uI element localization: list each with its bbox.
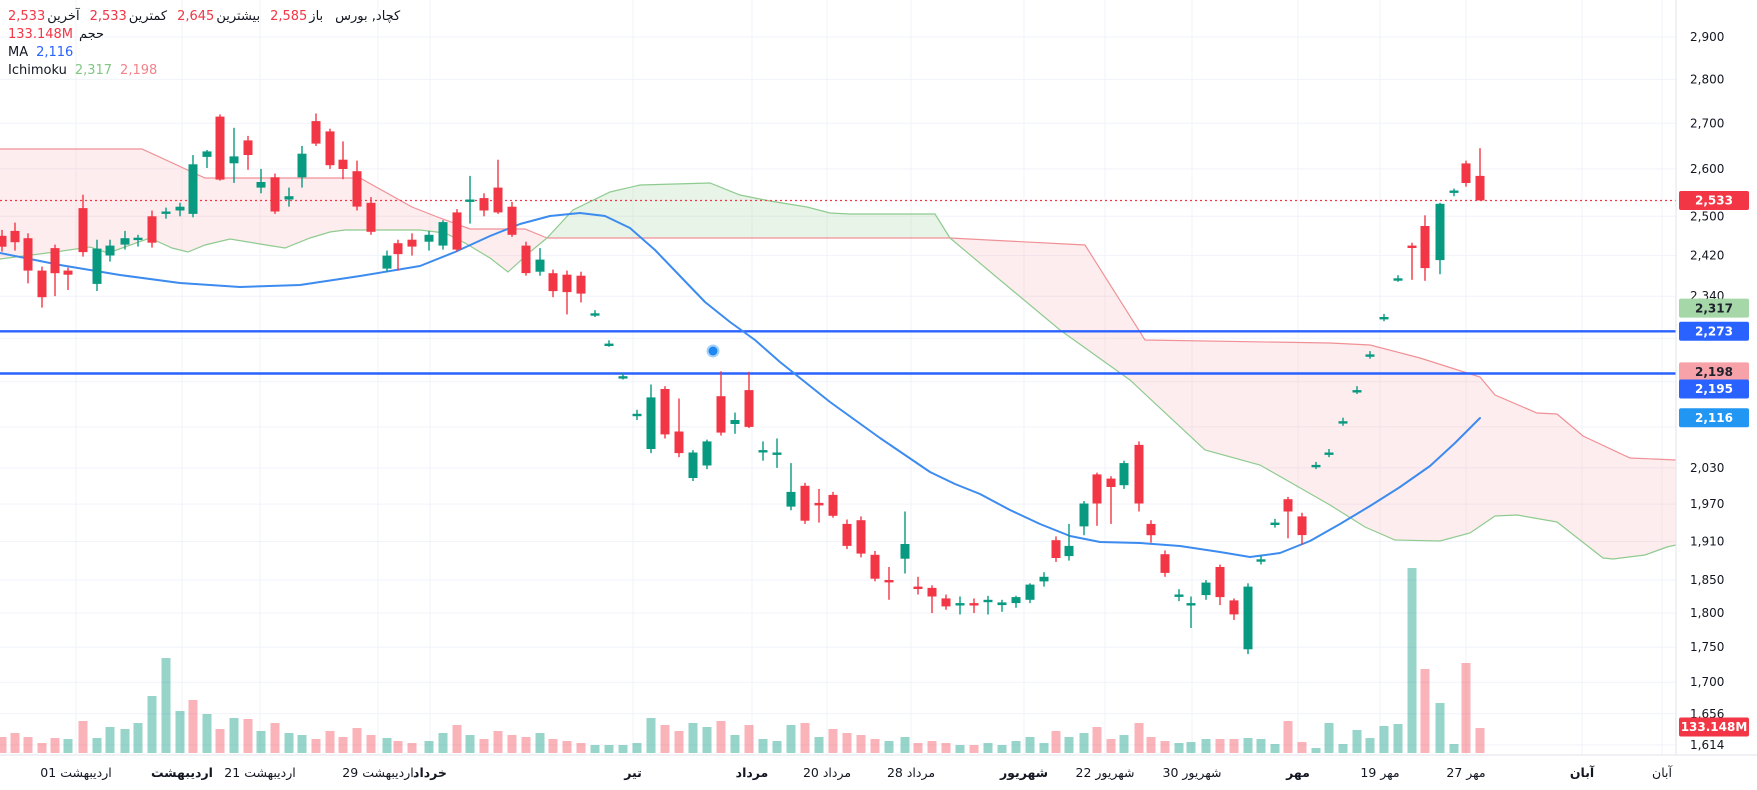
legend-row-volume: 133.148M حجم — [8, 26, 400, 44]
legend-row-ichimoku: Ichimoku 2,317 2,198 — [8, 62, 400, 80]
legend-value: 2,317 — [74, 63, 113, 78]
svg-text:2,198: 2,198 — [1695, 365, 1733, 379]
svg-text:21 اردیبهشت: 21 اردیبهشت — [224, 765, 295, 781]
svg-text:1,700: 1,700 — [1690, 675, 1724, 689]
svg-text:2,030: 2,030 — [1690, 461, 1724, 475]
svg-text:27 مهر: 27 مهر — [1446, 765, 1485, 781]
ichimoku-cloud — [0, 148, 1676, 560]
svg-text:2,600: 2,600 — [1690, 162, 1724, 176]
candlestick-series — [0, 113, 1485, 655]
svg-text:28 مرداد: 28 مرداد — [887, 765, 935, 781]
svg-text:22 شهریور: 22 شهریور — [1076, 765, 1135, 781]
legend-value: 2,645 — [177, 9, 215, 24]
legend-value: 2,533 — [8, 9, 46, 24]
legend-value: 2,585 — [270, 9, 308, 24]
svg-text:1,614: 1,614 — [1690, 738, 1724, 752]
svg-text:2,800: 2,800 — [1690, 72, 1724, 86]
svg-text:شهریور: شهریور — [999, 765, 1048, 780]
legend-value: 2,116 — [36, 45, 74, 60]
svg-text:2,700: 2,700 — [1690, 116, 1724, 130]
svg-text:مرداد: مرداد — [736, 765, 769, 780]
legend-value: 133.148M — [8, 27, 73, 42]
legend-value: کمترین — [128, 9, 168, 24]
price-label-badges: 2,533 2,317 2,273 2,198 2,195 2,116 133.148M — [1679, 190, 1749, 737]
ma-line — [0, 212, 1481, 558]
svg-text:2,420: 2,420 — [1690, 249, 1724, 263]
svg-text:01 اردیبهشت: 01 اردیبهشت — [40, 765, 111, 781]
svg-text:1,850: 1,850 — [1690, 573, 1724, 587]
svg-text:19 مهر: 19 مهر — [1360, 765, 1399, 781]
legend-value: حجم — [78, 27, 105, 42]
marker-dot[interactable] — [706, 344, 720, 358]
legend-value: آخرین — [47, 9, 80, 24]
svg-text:29 اردیبهشت: 29 اردیبهشت — [342, 765, 413, 781]
svg-text:1,800: 1,800 — [1690, 606, 1724, 620]
legend-value: 2,533 — [89, 9, 127, 24]
legend: 2,533 آخرین 2,533 کمترین 2,645 بیشترین 2,585 با… — [8, 8, 400, 80]
time-axis[interactable]: 01 اردیبهشت اردیبهشت 21 اردیبهشت 29 اردیبهش… — [40, 765, 1672, 781]
svg-text:2,195: 2,195 — [1695, 382, 1733, 396]
svg-text:1,656: 1,656 — [1690, 707, 1724, 721]
svg-text:2,900: 2,900 — [1690, 30, 1724, 44]
legend-value: 2,198 — [120, 63, 158, 78]
svg-text:2,273: 2,273 — [1695, 324, 1733, 338]
svg-text:اردیبهشت: اردیبهشت — [151, 765, 213, 780]
svg-text:آبان: آبان — [1570, 765, 1595, 780]
legend-value: کچاد, بورس — [335, 9, 401, 24]
svg-text:30 شهریور: 30 شهریور — [1163, 765, 1222, 781]
svg-text:2,317: 2,317 — [1695, 301, 1733, 315]
svg-text:آبان: آبان — [1652, 765, 1672, 780]
svg-text:133.148M: 133.148M — [1681, 720, 1748, 734]
svg-text:خرداد: خرداد — [413, 765, 447, 780]
legend-value: باز — [309, 9, 324, 24]
grid-lines — [0, 0, 1676, 755]
legend-value: بیشترین — [216, 9, 261, 24]
svg-text:2,116: 2,116 — [1695, 411, 1733, 425]
legend-value: MA — [8, 45, 29, 60]
svg-text:2,533: 2,533 — [1695, 194, 1733, 208]
svg-text:1,910: 1,910 — [1690, 534, 1724, 548]
volume-bars — [0, 568, 1485, 753]
svg-text:تیر: تیر — [623, 765, 642, 780]
svg-text:20 مرداد: 20 مرداد — [803, 765, 851, 781]
svg-text:1,970: 1,970 — [1690, 497, 1724, 511]
legend-value: Ichimoku — [8, 63, 67, 78]
legend-row-ohlc: 2,533 آخرین 2,533 کمترین 2,645 بیشترین 2,585 با… — [8, 8, 400, 26]
svg-text:1,750: 1,750 — [1690, 640, 1724, 654]
svg-text:مهر: مهر — [1285, 765, 1310, 780]
svg-text:2,500: 2,500 — [1690, 209, 1724, 223]
legend-row-ma: MA 2,116 — [8, 44, 400, 62]
axis-borders — [0, 0, 1757, 756]
